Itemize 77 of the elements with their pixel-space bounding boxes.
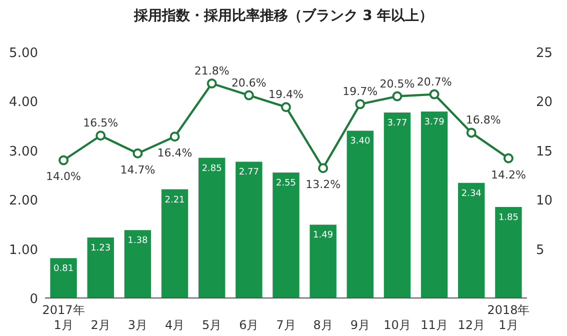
y-tick-label: 5.00: [9, 46, 38, 61]
y2-tick-label: 5: [536, 242, 544, 258]
bar: [87, 237, 114, 298]
point: [58, 155, 69, 166]
data-label: 13.2%: [306, 178, 341, 192]
bar: [50, 258, 77, 298]
data-label: 21.8%: [194, 64, 230, 78]
x-tick-label: 9月: [350, 318, 370, 332]
y-tick-label: 3.00: [9, 144, 38, 160]
bar: [124, 230, 152, 298]
point: [392, 91, 402, 102]
data-label: 2.34: [461, 188, 482, 199]
y2-tick-label: 25: [536, 46, 553, 61]
data-label: 1.38: [128, 236, 148, 246]
data-label: 3.40: [350, 136, 370, 147]
x-tick-label: 2018年 1月: [487, 303, 530, 332]
y-tick-label: 2.00: [9, 194, 38, 209]
bar: [384, 112, 411, 298]
x-tick-label: 7月: [276, 318, 296, 332]
x-tick-label: 4月: [164, 318, 185, 332]
data-label: 14.7%: [120, 163, 156, 176]
data-label: 20.5%: [380, 77, 415, 90]
x-tick-label: 5月: [202, 318, 222, 332]
point: [281, 102, 291, 112]
data-label: 3.77: [387, 118, 408, 129]
data-label: 1.23: [90, 243, 111, 254]
bar: [198, 158, 226, 298]
y2-tick-label: 10: [536, 194, 553, 209]
point: [170, 132, 180, 142]
x-tick-label: 11月: [420, 318, 448, 332]
y2-tick-label: 20: [536, 95, 553, 110]
data-label: 2.85: [202, 164, 222, 174]
data-label: 19.4%: [268, 88, 304, 102]
bar: [420, 112, 448, 298]
data-label: 16.8%: [466, 114, 501, 127]
bar: [458, 182, 485, 298]
x-tick-label: 12月: [458, 318, 486, 332]
x-tick-label: 2017年 1月: [42, 303, 85, 332]
y-tick-label: 0: [30, 292, 38, 307]
y2-tick-label: 15: [536, 144, 553, 160]
point: [132, 148, 143, 158]
data-label: 0.81: [54, 264, 74, 274]
bar: [346, 130, 374, 298]
point: [503, 153, 514, 164]
data-label: 20.7%: [416, 75, 452, 88]
data-label: 20.6%: [231, 76, 266, 90]
x-tick-label: 8月: [313, 318, 333, 332]
data-label: 16.4%: [157, 146, 192, 160]
data-label: 1.49: [313, 230, 334, 241]
x-tick-label: 10月: [384, 318, 411, 332]
point: [318, 163, 328, 174]
data-label: 2.77: [238, 168, 259, 178]
point: [96, 130, 106, 141]
point: [429, 89, 440, 100]
point: [466, 128, 476, 138]
data-label: 19.7%: [342, 85, 378, 98]
bar: [310, 224, 336, 298]
data-label: 2.21: [164, 195, 185, 206]
bar: [236, 162, 262, 298]
point: [206, 78, 217, 88]
x-tick-label: 2月: [90, 318, 110, 332]
bar: [272, 172, 300, 298]
data-label: 16.5%: [83, 116, 118, 130]
x-tick-label: 3月: [128, 318, 148, 332]
x-tick-label: 6月: [239, 318, 259, 332]
data-label: 1.85: [498, 212, 518, 223]
y-tick-label: 1.00: [9, 242, 38, 258]
point: [244, 90, 254, 100]
bar: [495, 206, 522, 298]
point: [355, 99, 366, 110]
bar: [161, 189, 188, 298]
data-label: 14.2%: [490, 168, 526, 182]
y-tick-label: 4.00: [9, 95, 38, 110]
chart-title: 採用指数・採用比率推移（ブランク 3 年以上）: [132, 7, 434, 24]
data-label: 3.79: [424, 118, 445, 128]
data-label: 2.55: [276, 178, 296, 189]
data-label: 14.0%: [46, 170, 82, 184]
